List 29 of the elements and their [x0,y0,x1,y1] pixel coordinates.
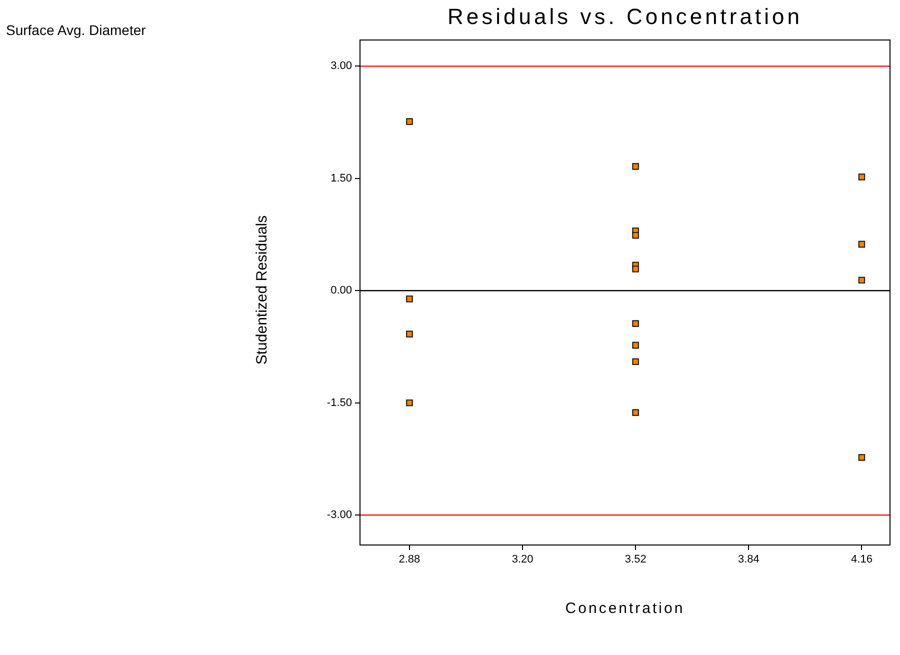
point [858,240,866,248]
point [406,296,413,302]
y-tick-label: -1.50 [326,396,352,409]
point [632,409,639,416]
point [406,118,413,125]
text: Surface Avg. Diameter [6,22,146,38]
point [858,174,866,180]
x-tick-label: 2.88 [398,554,420,566]
y-tick-label: 1.50 [330,172,352,184]
point [632,358,639,366]
point [632,232,639,239]
y-tick-label: -3.00 [326,509,352,522]
x-tick-label: 4.16 [851,554,872,566]
x-tick-label: 3.20 [512,554,534,566]
y-axis-title: Studentized Residuals [254,215,270,365]
point [632,163,639,170]
point [406,400,413,406]
y-tick-label: 0.00 [330,284,352,297]
point [858,454,866,461]
x-tick-label: 3.84 [738,554,760,566]
point [858,276,866,284]
x-tick-label: 3.52 [624,554,646,566]
point [632,342,639,349]
x-axis-title: Concentration [564,600,686,617]
point [632,266,639,272]
chart-title: Residuals vs. Concentration [446,4,804,30]
point [406,330,413,338]
point [632,320,639,327]
y-tick-label: 3.00 [330,60,352,72]
